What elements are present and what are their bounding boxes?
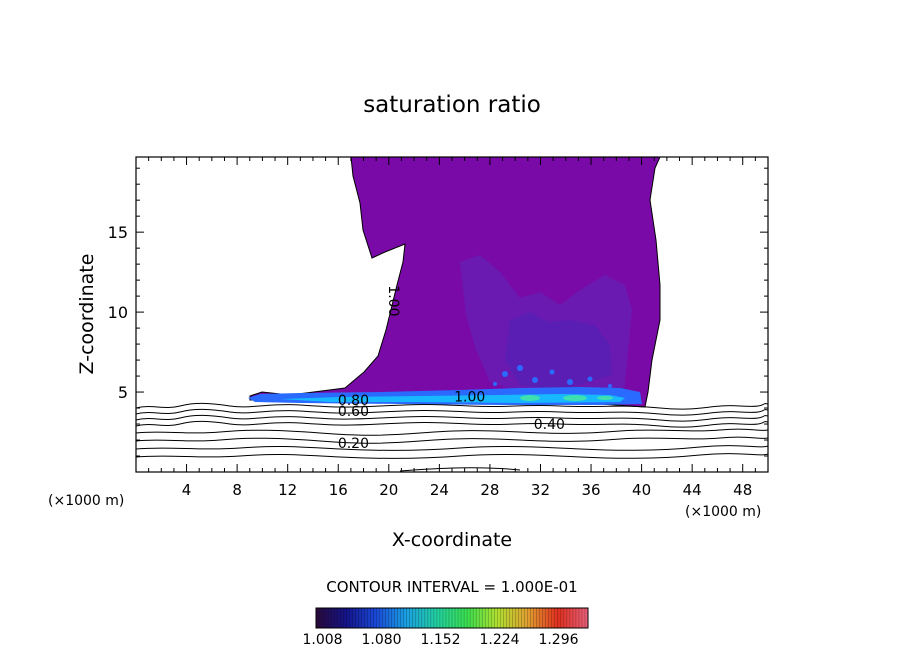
x-tick-label: 44 xyxy=(683,481,702,499)
band-hot-spots xyxy=(520,395,613,401)
x-tick-label: 48 xyxy=(733,481,752,499)
contour-label: 0.40 xyxy=(534,417,565,433)
y-tick-label: 5 xyxy=(118,383,128,402)
contour-interval-text: CONTOUR INTERVAL = 1.000E-01 xyxy=(326,578,577,596)
contour-label: 0.60 xyxy=(338,404,369,420)
contour-label: 0.20 xyxy=(338,436,369,452)
colorbar-tick-label: 1.008 xyxy=(303,632,343,648)
core-region xyxy=(505,312,612,390)
subsaturated-contours xyxy=(136,402,768,472)
y-tick-label: 15 xyxy=(108,223,128,242)
x-tick-label: 36 xyxy=(581,481,600,499)
x-axis-ticks: 4 8 12 16 20 24 28 32 36 40 44 48 xyxy=(148,157,756,499)
x-tick-label: 12 xyxy=(278,481,297,499)
band-cells xyxy=(493,365,612,388)
contour-label: 1.00 xyxy=(385,285,401,316)
colorbar-tick-label: 1.080 xyxy=(361,632,401,648)
x-tick-label: 4 xyxy=(182,481,192,499)
y-axis-label: Z-coordinate xyxy=(76,254,98,375)
x-tick-label: 40 xyxy=(632,481,651,499)
x-tick-label: 20 xyxy=(379,481,398,499)
chart-title: saturation ratio xyxy=(363,92,541,118)
x-tick-label: 24 xyxy=(430,481,449,499)
contour-label: 1.00 xyxy=(454,390,485,406)
x-axis-label: X-coordinate xyxy=(392,529,512,551)
colorbar-tick-label: 1.224 xyxy=(479,632,519,648)
colorbar-tick-label: 1.296 xyxy=(538,632,578,648)
y-axis-ticks: 5 10 15 xyxy=(108,167,768,457)
x-tick-label: 16 xyxy=(329,481,348,499)
band-inner xyxy=(280,394,625,403)
y-tick-label: 10 xyxy=(108,303,128,322)
contour-label: 0.80 xyxy=(338,393,369,409)
contour-labels: 1.00 1.00 0.800.60 0.40 0.20 xyxy=(338,285,565,452)
x-tick-label: 28 xyxy=(480,481,499,499)
x-tick-label: 32 xyxy=(531,481,550,499)
x-unit-right: (×1000 m) xyxy=(685,504,761,520)
x-unit-left: (×1000 m) xyxy=(48,493,124,509)
contour-field xyxy=(136,157,768,472)
colorbar xyxy=(315,607,589,629)
colorbar-labels: 1.008 1.080 1.152 1.224 1.296 xyxy=(303,632,579,648)
colorbar-stripes xyxy=(318,608,586,628)
colorbar-tick-label: 1.152 xyxy=(420,632,460,648)
x-tick-label: 8 xyxy=(232,481,242,499)
